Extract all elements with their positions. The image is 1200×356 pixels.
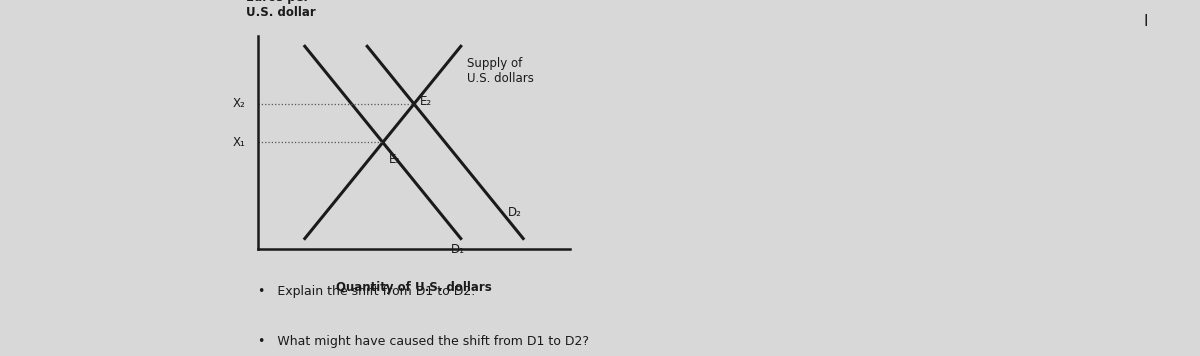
- Text: D₂: D₂: [508, 206, 522, 219]
- Text: X₂: X₂: [233, 98, 246, 110]
- Text: •   Explain the shift from D1 to D2.: • Explain the shift from D1 to D2.: [258, 285, 475, 298]
- Text: Supply of
U.S. dollars: Supply of U.S. dollars: [467, 57, 534, 85]
- Text: Quantity of U.S. dollars: Quantity of U.S. dollars: [336, 281, 492, 294]
- Text: I: I: [1144, 14, 1148, 29]
- Text: Euros per
U.S. dollar: Euros per U.S. dollar: [246, 0, 316, 19]
- Text: X₁: X₁: [233, 136, 246, 149]
- Text: E₁: E₁: [389, 153, 401, 166]
- Text: E₂: E₂: [420, 95, 432, 108]
- Text: D₁: D₁: [451, 243, 464, 256]
- Text: •   What might have caused the shift from D1 to D2?: • What might have caused the shift from …: [258, 335, 589, 348]
